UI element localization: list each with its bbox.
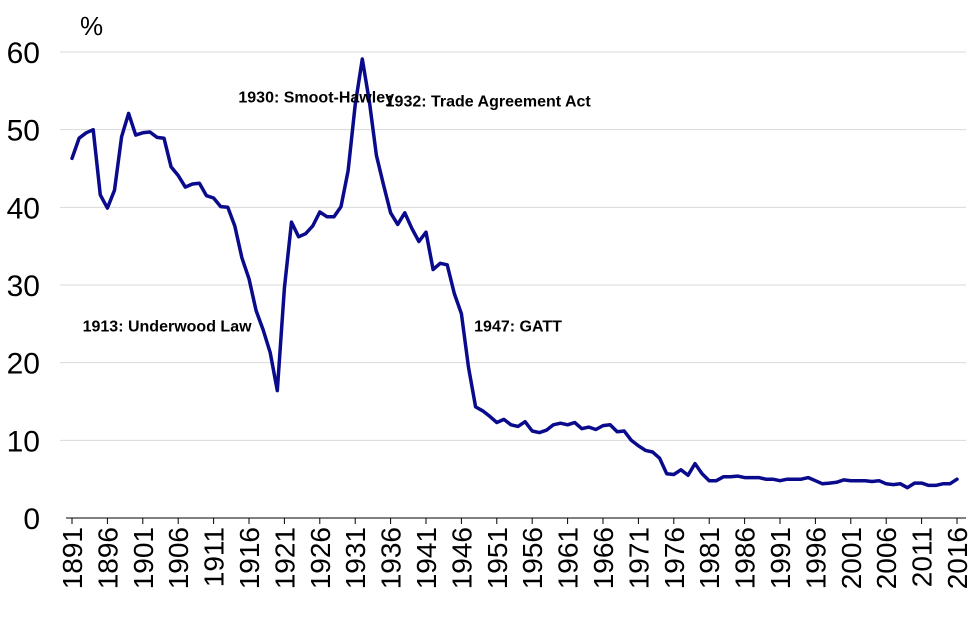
- x-tick-label: 1961: [553, 527, 584, 589]
- y-tick-label: 20: [7, 348, 40, 381]
- annotation-label: 1913: Underwood Law: [83, 319, 252, 336]
- x-tick-label: 1931: [340, 527, 371, 589]
- x-tick-label: 1996: [800, 527, 831, 589]
- x-tick-label: 1921: [269, 527, 300, 589]
- x-tick-label: 1946: [446, 527, 477, 589]
- annotation-label: 1930: Smoot-Hawley: [238, 89, 394, 106]
- x-tick-label: 1956: [517, 527, 548, 589]
- series-line-0: [70, 57, 959, 490]
- x-tick-label: 1941: [411, 527, 442, 589]
- x-tick-label: 2016: [942, 527, 973, 589]
- x-tick-label: 2006: [871, 527, 902, 589]
- x-tick-label: 1971: [623, 527, 654, 589]
- y-tick-label: 60: [7, 37, 40, 70]
- x-tick-label: 1891: [57, 527, 88, 589]
- x-tick-label: 1951: [482, 527, 513, 589]
- x-tick-label: 2011: [907, 527, 938, 587]
- annotation-label: 1932: Trade Agreement Act: [386, 93, 592, 110]
- x-tick-label: 1986: [730, 527, 761, 589]
- x-tick-label: 1926: [305, 527, 336, 589]
- y-axis-ticks: 0 10 20 30 40 50 60: [7, 37, 40, 536]
- x-axis-ticks: 1891 1896 1901 1906 1911 1916 1921 1926 1931 1936…: [57, 518, 973, 589]
- y-axis-unit-label: %: [80, 11, 103, 41]
- y-tick-label: 0: [23, 503, 40, 536]
- x-tick-label: 2001: [836, 527, 867, 589]
- x-tick-label: 1966: [588, 527, 619, 589]
- x-tick-label: 1991: [765, 527, 796, 589]
- x-tick-label: 1936: [376, 527, 407, 589]
- y-tick-label: 10: [7, 425, 40, 458]
- y-tick-label: 30: [7, 270, 40, 303]
- annotation-label: 1947: GATT: [474, 319, 562, 336]
- x-tick-label: 1906: [163, 527, 194, 589]
- y-tick-label: 40: [7, 192, 40, 225]
- gridlines: [60, 51, 966, 441]
- x-tick-label: 1896: [92, 527, 123, 589]
- series-layer: [70, 57, 959, 490]
- y-tick-label: 50: [7, 115, 40, 148]
- x-tick-label: 1911: [199, 527, 230, 587]
- x-tick-label: 1976: [659, 527, 690, 589]
- x-tick-label: 1916: [234, 527, 265, 589]
- x-tick-label: 1901: [128, 527, 159, 589]
- x-tick-label: 1981: [694, 527, 725, 589]
